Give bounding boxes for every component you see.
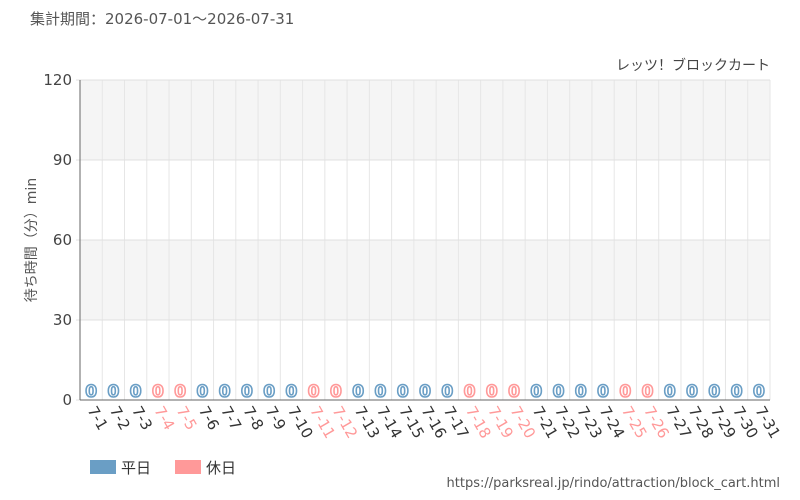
- data-label: 0: [352, 382, 364, 402]
- data-label: 0: [753, 382, 765, 402]
- data-label: 0: [308, 382, 320, 402]
- x-tick-label: 7-7: [217, 403, 245, 433]
- data-label: 0: [731, 382, 743, 402]
- x-tick-label: 7-2: [106, 403, 134, 433]
- data-label: 0: [553, 382, 565, 402]
- data-label: 0: [708, 382, 720, 402]
- data-label: 0: [597, 382, 609, 402]
- plot-band: [80, 240, 770, 320]
- data-label: 0: [330, 382, 342, 402]
- data-label: 0: [219, 382, 231, 402]
- x-tick-label: 7-8: [239, 403, 267, 433]
- data-label: 0: [152, 382, 164, 402]
- x-tick-label: 7-4: [150, 403, 178, 433]
- x-tick-label: 7-1: [84, 403, 112, 433]
- plot-band: [80, 80, 770, 160]
- data-label: 0: [419, 382, 431, 402]
- y-tick-label: 30: [53, 311, 72, 329]
- data-label: 0: [664, 382, 676, 402]
- x-tick-label: 7-6: [195, 403, 223, 433]
- legend-swatch: [175, 460, 201, 474]
- data-label: 0: [619, 382, 631, 402]
- data-label: 0: [686, 382, 698, 402]
- x-tick-label: 7-3: [128, 403, 156, 433]
- data-label: 0: [196, 382, 208, 402]
- y-tick-label: 120: [43, 71, 72, 89]
- data-label: 0: [263, 382, 275, 402]
- y-tick-label: 0: [62, 391, 72, 409]
- data-label: 0: [397, 382, 409, 402]
- y-tick-label: 90: [53, 151, 72, 169]
- data-label: 0: [441, 382, 453, 402]
- data-label: 0: [508, 382, 520, 402]
- source: https://parksreal.jp/rindo/attraction/bl…: [447, 476, 780, 491]
- data-label: 0: [85, 382, 97, 402]
- legend-swatch: [90, 460, 116, 474]
- chart-subtitle: レッツ！ブロックカート: [616, 57, 770, 74]
- data-label: 0: [530, 382, 542, 402]
- legend-label: 休日: [206, 459, 236, 477]
- data-label: 0: [107, 382, 119, 402]
- y-tick-label: 60: [53, 231, 72, 249]
- y-axis-label: 待ち時間（分）min: [24, 178, 40, 302]
- data-label: 0: [241, 382, 253, 402]
- chart-title: 集計期間：2026-07-01～2026-07-31: [30, 10, 294, 28]
- legend-label: 平日: [121, 459, 151, 477]
- data-label: 0: [130, 382, 142, 402]
- data-label: 0: [286, 382, 298, 402]
- data-label: 0: [375, 382, 387, 402]
- x-tick-label: 7-9: [262, 403, 290, 433]
- x-tick-label: 7-5: [173, 403, 201, 433]
- data-label: 0: [464, 382, 476, 402]
- data-label: 0: [642, 382, 654, 402]
- data-label: 0: [575, 382, 587, 402]
- data-label: 0: [486, 382, 498, 402]
- data-label: 0: [174, 382, 186, 402]
